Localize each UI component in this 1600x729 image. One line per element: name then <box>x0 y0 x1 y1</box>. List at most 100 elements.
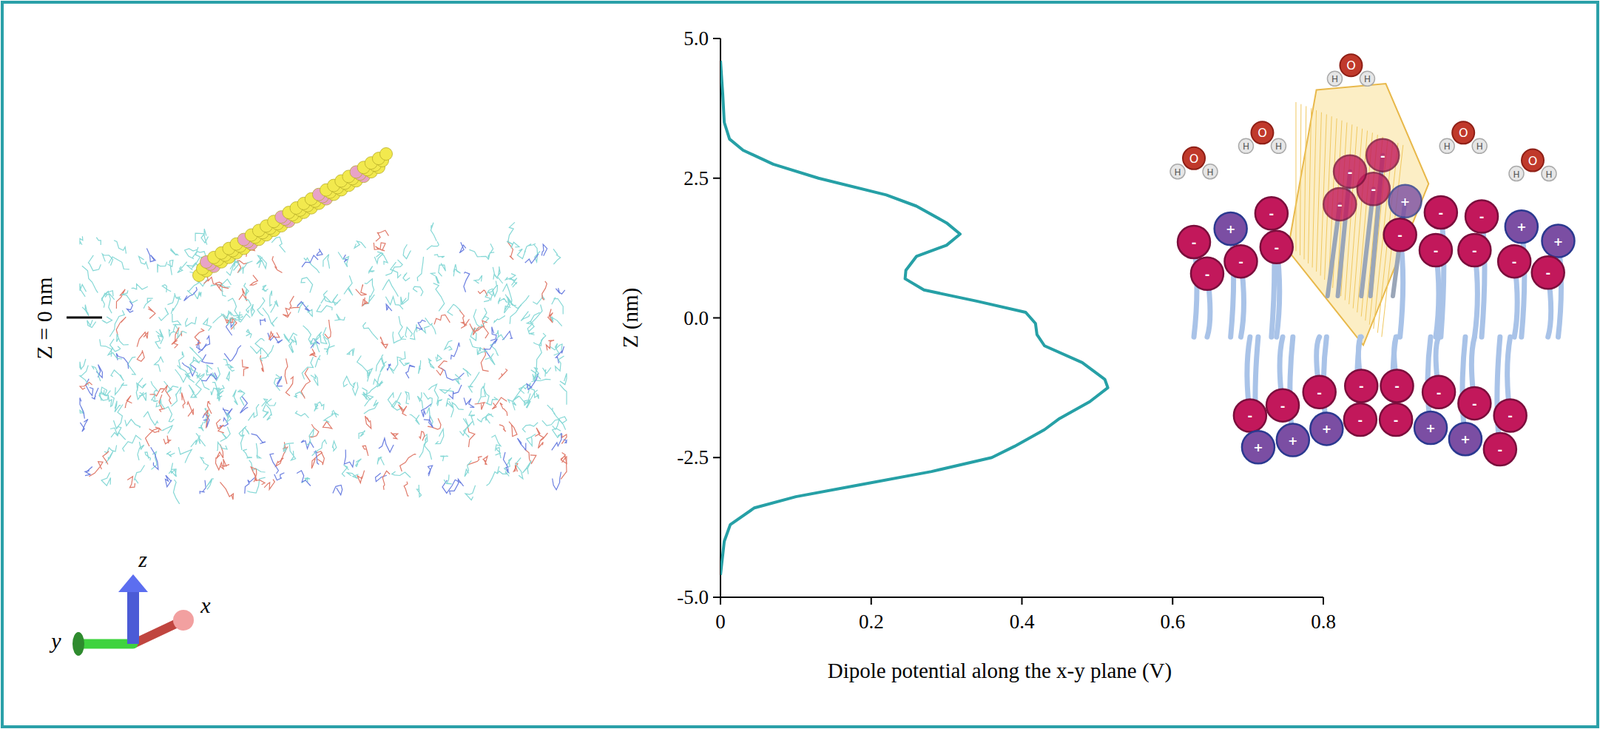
lipid-stroke <box>262 284 269 292</box>
lipid-stroke <box>270 301 279 313</box>
lipid-stroke <box>116 333 129 345</box>
charge-label: - <box>1507 408 1513 423</box>
lipid-stroke <box>346 472 359 479</box>
lipid-stroke <box>269 453 279 474</box>
lipid-stroke <box>453 264 461 276</box>
mesh-line <box>1299 104 1301 256</box>
hydrogen-atom <box>1439 138 1455 154</box>
lipid-stroke <box>497 266 503 284</box>
lipid-stroke <box>254 473 265 485</box>
lipid-stroke <box>417 256 424 282</box>
lipid-stroke <box>225 363 234 369</box>
lipid-stroke <box>499 424 506 432</box>
lipid-stroke <box>532 367 541 380</box>
lipid-stroke <box>314 403 319 412</box>
lipid-stroke <box>504 303 512 313</box>
lipid-stroke <box>187 401 194 417</box>
charge-label: - <box>1380 148 1386 163</box>
plot-area <box>720 60 1109 575</box>
lipid-stroke <box>171 386 182 407</box>
bilayer-schematic: -+-------++------------+++--++-----+HHOH… <box>1170 53 1575 466</box>
hydrogen-atom <box>1238 138 1254 154</box>
lipid-stroke <box>145 426 160 447</box>
lipid-stroke <box>400 292 410 305</box>
lipid-head <box>1255 196 1288 230</box>
lipid-stroke <box>125 395 132 408</box>
lipid-stroke <box>365 415 372 429</box>
charge-label: - <box>1433 243 1439 258</box>
lipid-stroke <box>256 256 267 268</box>
lipid-head <box>1497 244 1531 278</box>
mesh-body <box>1287 83 1429 345</box>
lipid-stroke <box>250 304 255 316</box>
lipid-stroke <box>417 392 423 409</box>
lipid-stroke <box>379 242 386 251</box>
lipid-head <box>1177 225 1211 259</box>
lipid-stroke <box>323 345 336 355</box>
lipid-stroke <box>244 282 249 296</box>
lipid-stroke <box>310 375 319 387</box>
lipid-stroke <box>85 378 94 396</box>
lipid-stroke <box>559 383 567 404</box>
hydrogen-label: H <box>1275 141 1282 152</box>
hydrogen-atom <box>1270 138 1286 154</box>
oxygen-label: O <box>1458 125 1469 140</box>
lipid-stroke <box>88 461 103 477</box>
lipid-stroke <box>447 304 461 316</box>
hydrogen-label: H <box>1364 73 1371 85</box>
lipid-stroke <box>524 449 537 464</box>
lipid-stroke <box>473 309 484 327</box>
lipid-stroke <box>165 474 173 487</box>
lipid-stroke <box>79 365 89 386</box>
lipid-stroke <box>139 392 147 401</box>
x-tick-label: 0.2 <box>858 610 884 633</box>
lipid-stroke <box>269 290 273 307</box>
lipid-stroke <box>216 418 225 433</box>
lipid-stroke <box>154 356 164 372</box>
lipid-stroke <box>428 383 438 404</box>
lipid-stroke <box>217 442 228 452</box>
lipid-stroke <box>227 318 236 330</box>
lipid-stroke <box>156 398 165 410</box>
x-tick-label: 0.4 <box>1009 610 1035 633</box>
lipid-stroke <box>164 406 174 422</box>
lipid-stroke <box>284 332 298 343</box>
lipid-stroke <box>495 447 502 459</box>
lipid-stroke <box>108 256 130 270</box>
lipid-stroke <box>386 363 391 371</box>
charge-label: - <box>1204 267 1211 282</box>
lipid-stroke <box>454 374 461 384</box>
x-axis-label: x <box>199 592 211 617</box>
lipid-stroke <box>492 267 498 280</box>
charge-label: - <box>1397 227 1403 242</box>
lipid-stroke <box>440 455 449 461</box>
lipid-stroke <box>463 417 470 438</box>
x-arrow-head <box>173 609 194 631</box>
lipid-stroke <box>409 414 421 425</box>
charge-label: - <box>1479 209 1485 224</box>
charge-label: - <box>1280 398 1286 413</box>
y-tick <box>713 37 721 40</box>
lipid-stroke <box>172 313 182 333</box>
lipid-stroke <box>107 347 123 359</box>
lipid-stroke <box>167 260 174 276</box>
lipid-stroke <box>161 425 174 434</box>
lipid-stroke <box>355 284 367 296</box>
nanotube-mesh <box>1287 83 1429 345</box>
lipid-stroke <box>79 283 87 297</box>
lipid-stroke <box>398 315 404 339</box>
hydrogen-label: H <box>1206 167 1214 178</box>
lipid-stroke <box>223 358 235 371</box>
charge-label: - <box>1472 243 1478 258</box>
lipid-stroke <box>243 449 253 458</box>
lipid-stroke <box>494 315 505 322</box>
lipid-stroke <box>121 289 138 303</box>
lipid-stroke <box>460 321 467 328</box>
x-tick <box>1171 596 1174 605</box>
lipid-stroke <box>85 466 93 476</box>
lipid-stroke <box>178 446 192 463</box>
lipid-stroke <box>223 408 233 416</box>
lipid-stroke <box>485 413 494 424</box>
charge-label: - <box>1545 265 1551 280</box>
hydrogen-atom <box>1509 166 1524 182</box>
